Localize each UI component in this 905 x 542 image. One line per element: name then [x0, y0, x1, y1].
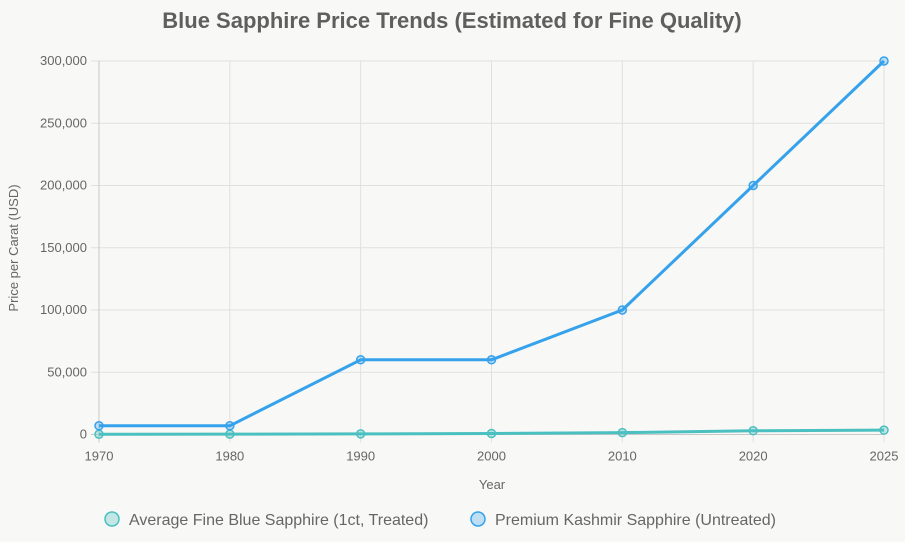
x-tick-label: 2025 — [870, 449, 899, 464]
y-tick-label: 50,000 — [47, 364, 87, 379]
data-point — [617, 427, 628, 438]
y-tick-label: 100,000 — [40, 302, 87, 317]
legend-marker — [470, 511, 486, 527]
data-point — [748, 180, 758, 191]
data-point — [879, 56, 889, 66]
y-tick-label: 250,000 — [40, 115, 87, 130]
data-point — [748, 426, 758, 436]
x-axis-label: Year — [479, 477, 506, 492]
legend-marker — [104, 511, 120, 527]
legend-label: Average Fine Blue Sapphire (1ct, Treated… — [129, 512, 428, 529]
data-point — [225, 421, 235, 431]
data-point — [94, 421, 104, 431]
data-point — [94, 429, 104, 440]
series-layer — [94, 56, 889, 440]
x-tick-label: 1980 — [215, 449, 244, 464]
grid — [91, 60, 885, 443]
legend-label: Premium Kashmir Sapphire (Untreated) — [495, 512, 776, 529]
series-line-1 — [99, 59, 886, 428]
series-line-0 — [98, 428, 885, 436]
x-tick-label: 2020 — [739, 449, 768, 464]
chart-title: Blue Sapphire Price Trends (Estimated fo… — [162, 8, 741, 33]
data-point — [617, 305, 628, 315]
y-tick-label: 150,000 — [40, 240, 87, 255]
data-point — [486, 428, 497, 439]
data-point — [355, 429, 366, 439]
x-axis: 1970 1980 1990 2000 2010 2020 2025 — [85, 449, 899, 464]
x-tick-label: 1970 — [85, 449, 114, 464]
x-tick-label: 2010 — [608, 449, 637, 464]
data-point — [225, 429, 235, 439]
data-point — [879, 425, 889, 435]
y-axis: 0 50,000 100,000 150,000 200,000 250,000 300,0… — [40, 53, 87, 442]
y-tick-label: 0 — [80, 427, 87, 442]
data-point — [486, 355, 497, 365]
y-tick-label: 300,000 — [40, 53, 87, 68]
x-tick-label: 2000 — [477, 449, 506, 464]
y-axis-label: Price per Carat (USD) — [6, 184, 21, 311]
legend[interactable]: Average Fine Blue Sapphire (1ct, Treated… — [104, 511, 776, 529]
data-point — [355, 355, 366, 365]
x-tick-label: 1990 — [346, 449, 375, 464]
y-tick-label: 200,000 — [40, 178, 87, 193]
